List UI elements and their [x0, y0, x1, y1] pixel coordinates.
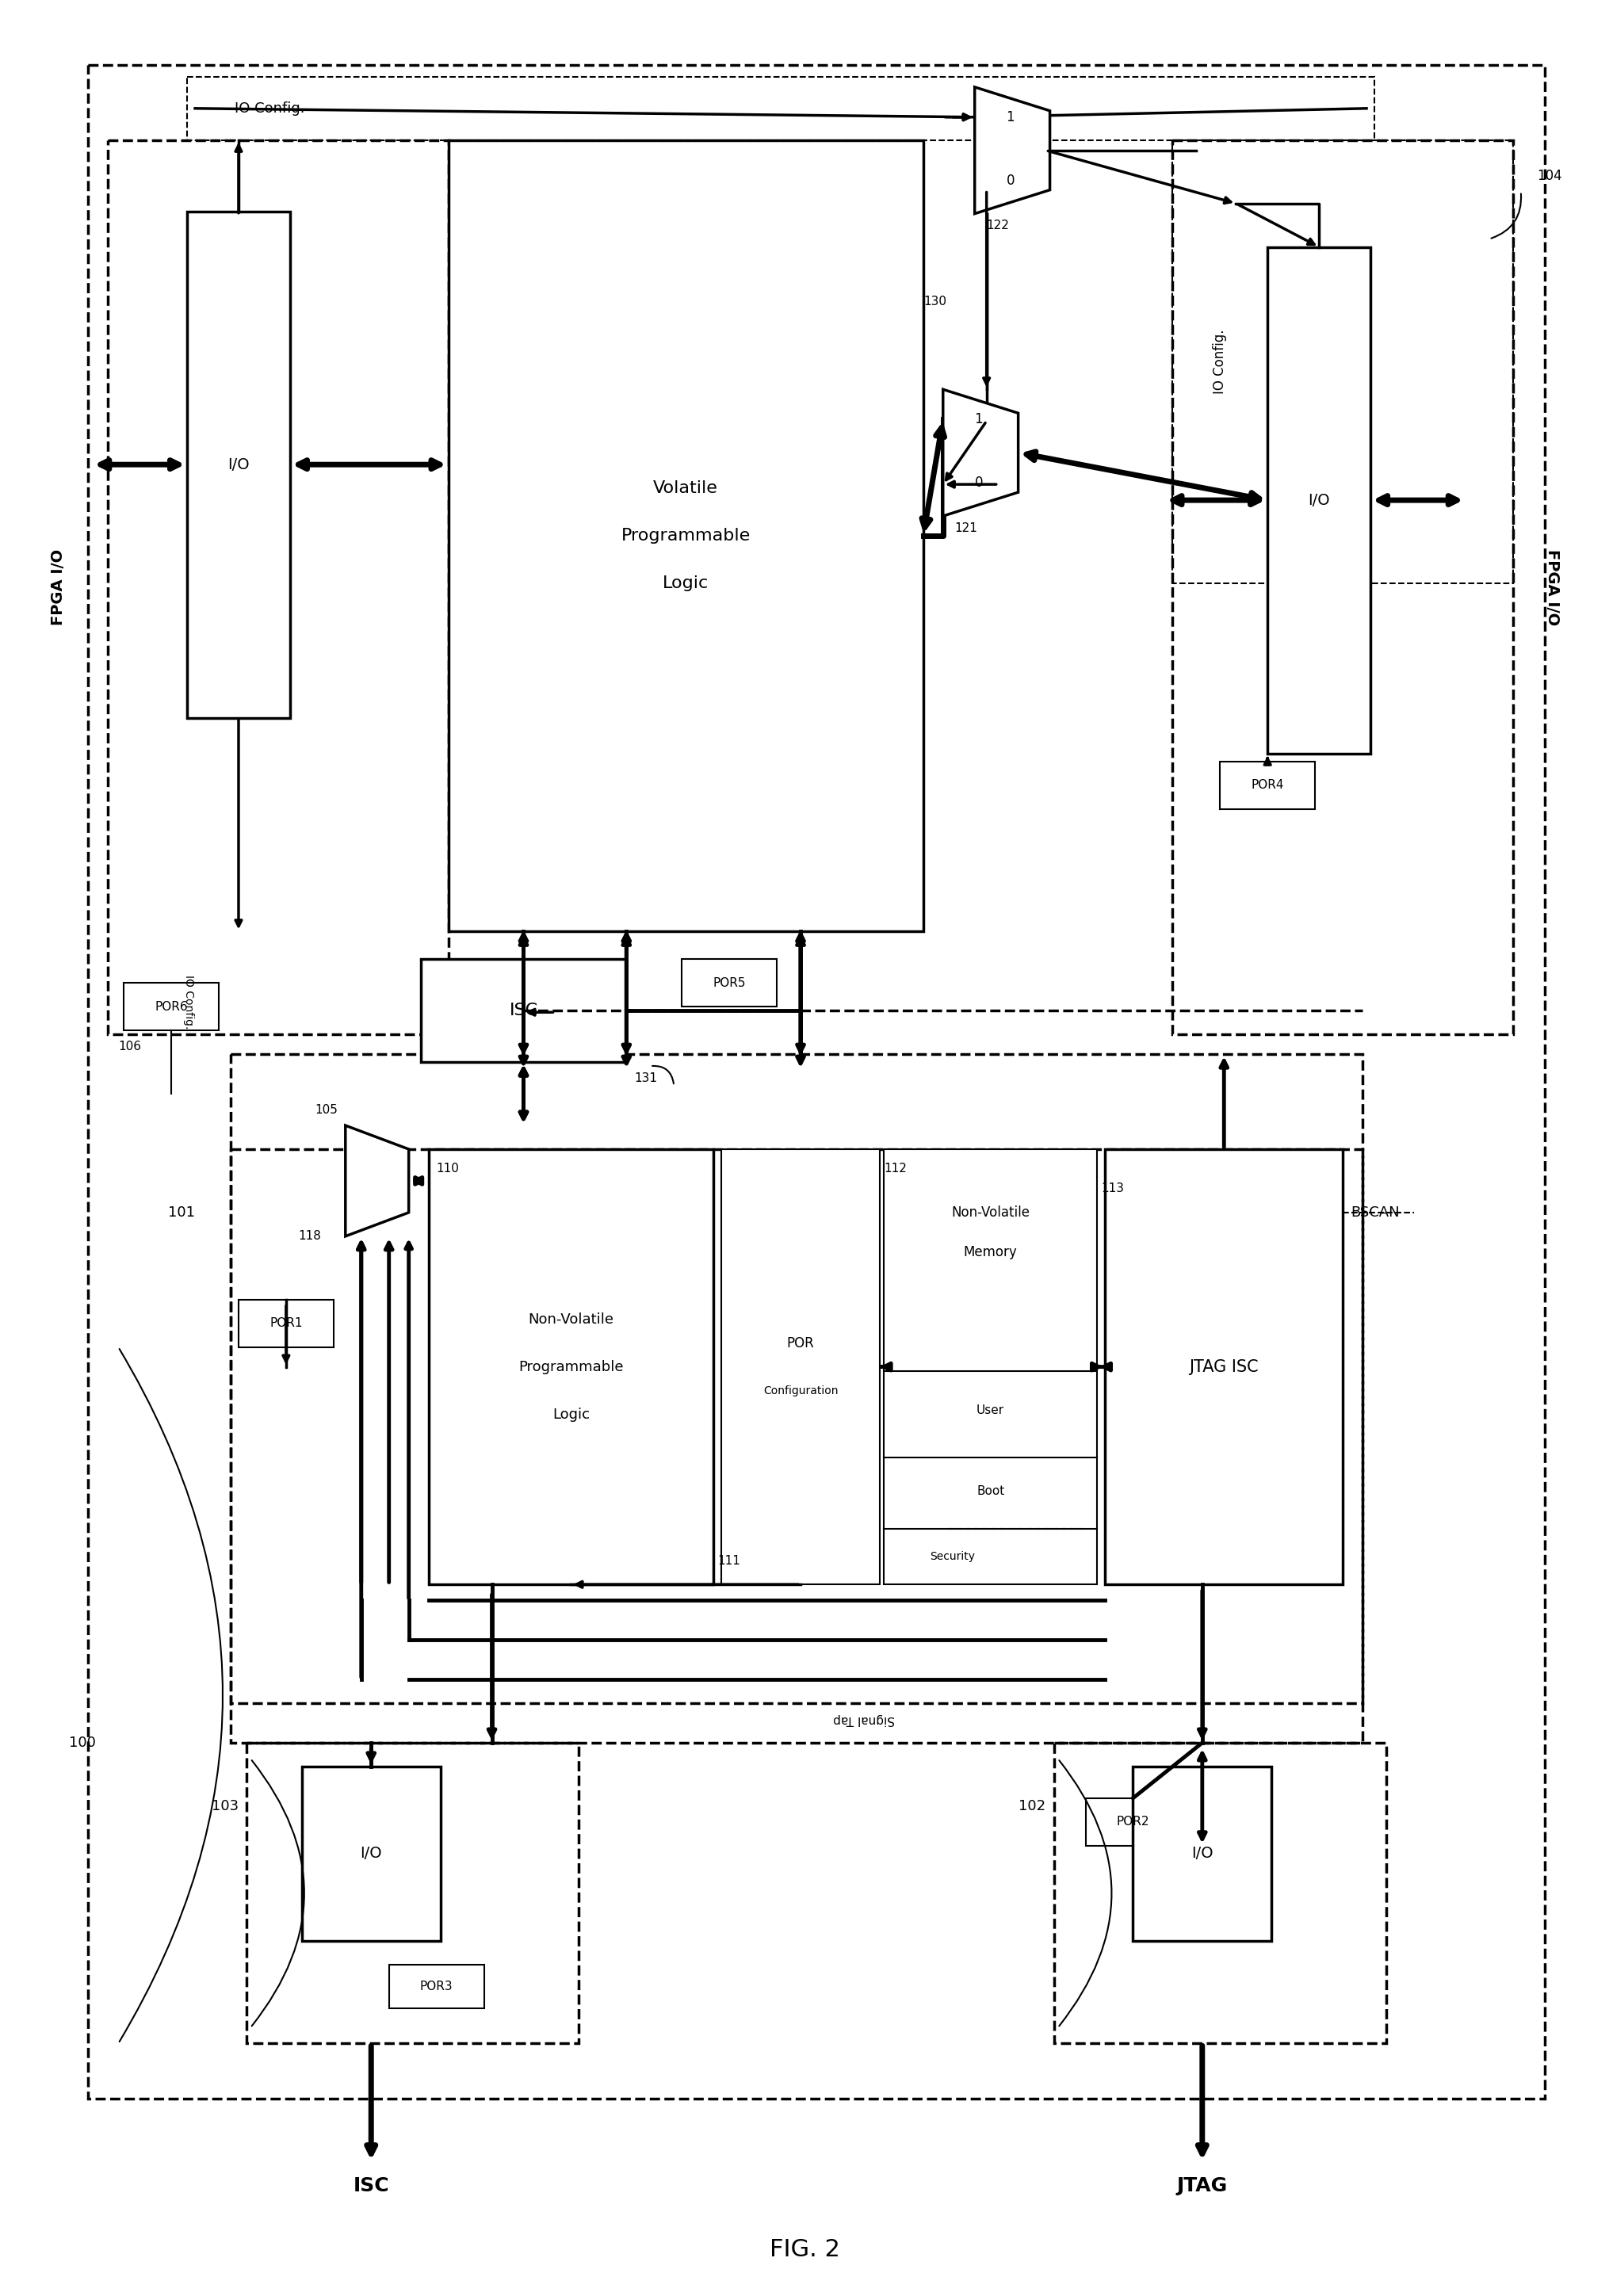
- Text: FPGA I/O: FPGA I/O: [1545, 549, 1559, 625]
- Polygon shape: [973, 87, 1049, 214]
- Text: ISC: ISC: [508, 1003, 537, 1019]
- Text: I/O: I/O: [360, 1846, 381, 1862]
- Text: POR: POR: [787, 1336, 814, 1350]
- Bar: [246, 1743, 579, 2043]
- Text: 121: 121: [954, 521, 977, 535]
- Text: IO Config.: IO Config.: [235, 101, 304, 115]
- Bar: [1084, 1798, 1179, 1846]
- Text: I/O: I/O: [227, 457, 249, 473]
- Text: IO Config.: IO Config.: [1212, 328, 1226, 395]
- Text: 111: 111: [718, 1554, 740, 1566]
- Text: 106: 106: [117, 1040, 142, 1052]
- Bar: [1220, 762, 1315, 808]
- Text: 110: 110: [436, 1164, 459, 1176]
- Text: 112: 112: [883, 1164, 906, 1176]
- Text: 105: 105: [314, 1104, 338, 1116]
- Text: 0: 0: [1006, 172, 1014, 188]
- Text: Logic: Logic: [552, 1407, 589, 1421]
- Text: POR1: POR1: [269, 1318, 302, 1329]
- Text: Signal Tap: Signal Tap: [832, 1713, 895, 1724]
- Text: 122: 122: [986, 220, 1009, 232]
- Text: POR6: POR6: [154, 1001, 188, 1013]
- Bar: [420, 960, 626, 1063]
- Text: Programmable: Programmable: [621, 528, 750, 544]
- Bar: [1171, 140, 1512, 1035]
- Bar: [1133, 1766, 1271, 1940]
- Text: 1: 1: [1006, 110, 1014, 124]
- Bar: [447, 140, 924, 932]
- Polygon shape: [346, 1125, 409, 1235]
- Text: 101: 101: [167, 1205, 195, 1219]
- Text: POR4: POR4: [1250, 778, 1284, 792]
- Text: ISC: ISC: [352, 2177, 389, 2195]
- Polygon shape: [943, 390, 1018, 517]
- Bar: [389, 1965, 484, 2009]
- Text: 1: 1: [365, 1199, 373, 1212]
- Text: 103: 103: [211, 1800, 238, 1814]
- Text: Logic: Logic: [663, 576, 708, 590]
- Text: JTAG ISC: JTAG ISC: [1189, 1359, 1258, 1375]
- Bar: [1171, 140, 1512, 583]
- Text: 131: 131: [634, 1072, 656, 1084]
- Bar: [108, 140, 447, 1035]
- Bar: [1054, 1743, 1385, 2043]
- Text: Programmable: Programmable: [518, 1359, 623, 1373]
- Bar: [88, 64, 1543, 2099]
- Text: User: User: [977, 1405, 1004, 1417]
- Bar: [721, 1150, 879, 1584]
- Text: 102: 102: [1018, 1800, 1046, 1814]
- Text: JTAG: JTAG: [1176, 2177, 1228, 2195]
- Text: 118: 118: [298, 1231, 320, 1242]
- Text: I/O: I/O: [1308, 494, 1329, 507]
- Bar: [187, 211, 290, 719]
- Bar: [302, 1766, 441, 1940]
- Bar: [230, 1054, 1361, 1743]
- Text: Volatile: Volatile: [653, 480, 718, 496]
- Text: FIG. 2: FIG. 2: [769, 2239, 840, 2262]
- Bar: [124, 983, 219, 1031]
- Bar: [187, 76, 1374, 140]
- Bar: [1266, 248, 1369, 753]
- Text: IO Config.: IO Config.: [183, 976, 195, 1029]
- Text: Configuration: Configuration: [763, 1384, 838, 1396]
- Text: POR2: POR2: [1117, 1816, 1149, 1828]
- Text: 100: 100: [69, 1736, 97, 1750]
- Bar: [230, 1150, 1361, 1704]
- Text: 104: 104: [1537, 168, 1561, 184]
- Text: 130: 130: [924, 296, 946, 308]
- Text: FPGA I/O: FPGA I/O: [50, 549, 66, 625]
- Bar: [682, 960, 777, 1006]
- Text: 1: 1: [973, 413, 983, 427]
- Text: POR3: POR3: [420, 1979, 452, 1993]
- Bar: [883, 1150, 1097, 1584]
- Text: 0: 0: [973, 475, 983, 489]
- Text: I/O: I/O: [1191, 1846, 1213, 1862]
- Text: 113: 113: [1101, 1182, 1123, 1194]
- Bar: [238, 1300, 333, 1348]
- Text: Non-Volatile: Non-Volatile: [951, 1205, 1030, 1219]
- Text: 0: 0: [365, 1148, 373, 1162]
- Text: Boot: Boot: [977, 1486, 1004, 1497]
- Text: POR5: POR5: [713, 978, 745, 990]
- Bar: [428, 1150, 713, 1584]
- Text: Memory: Memory: [964, 1244, 1017, 1258]
- Text: Non-Volatile: Non-Volatile: [528, 1313, 613, 1327]
- Text: BSCAN: BSCAN: [1350, 1205, 1398, 1219]
- Text: Security: Security: [928, 1552, 973, 1561]
- Bar: [1105, 1150, 1342, 1584]
